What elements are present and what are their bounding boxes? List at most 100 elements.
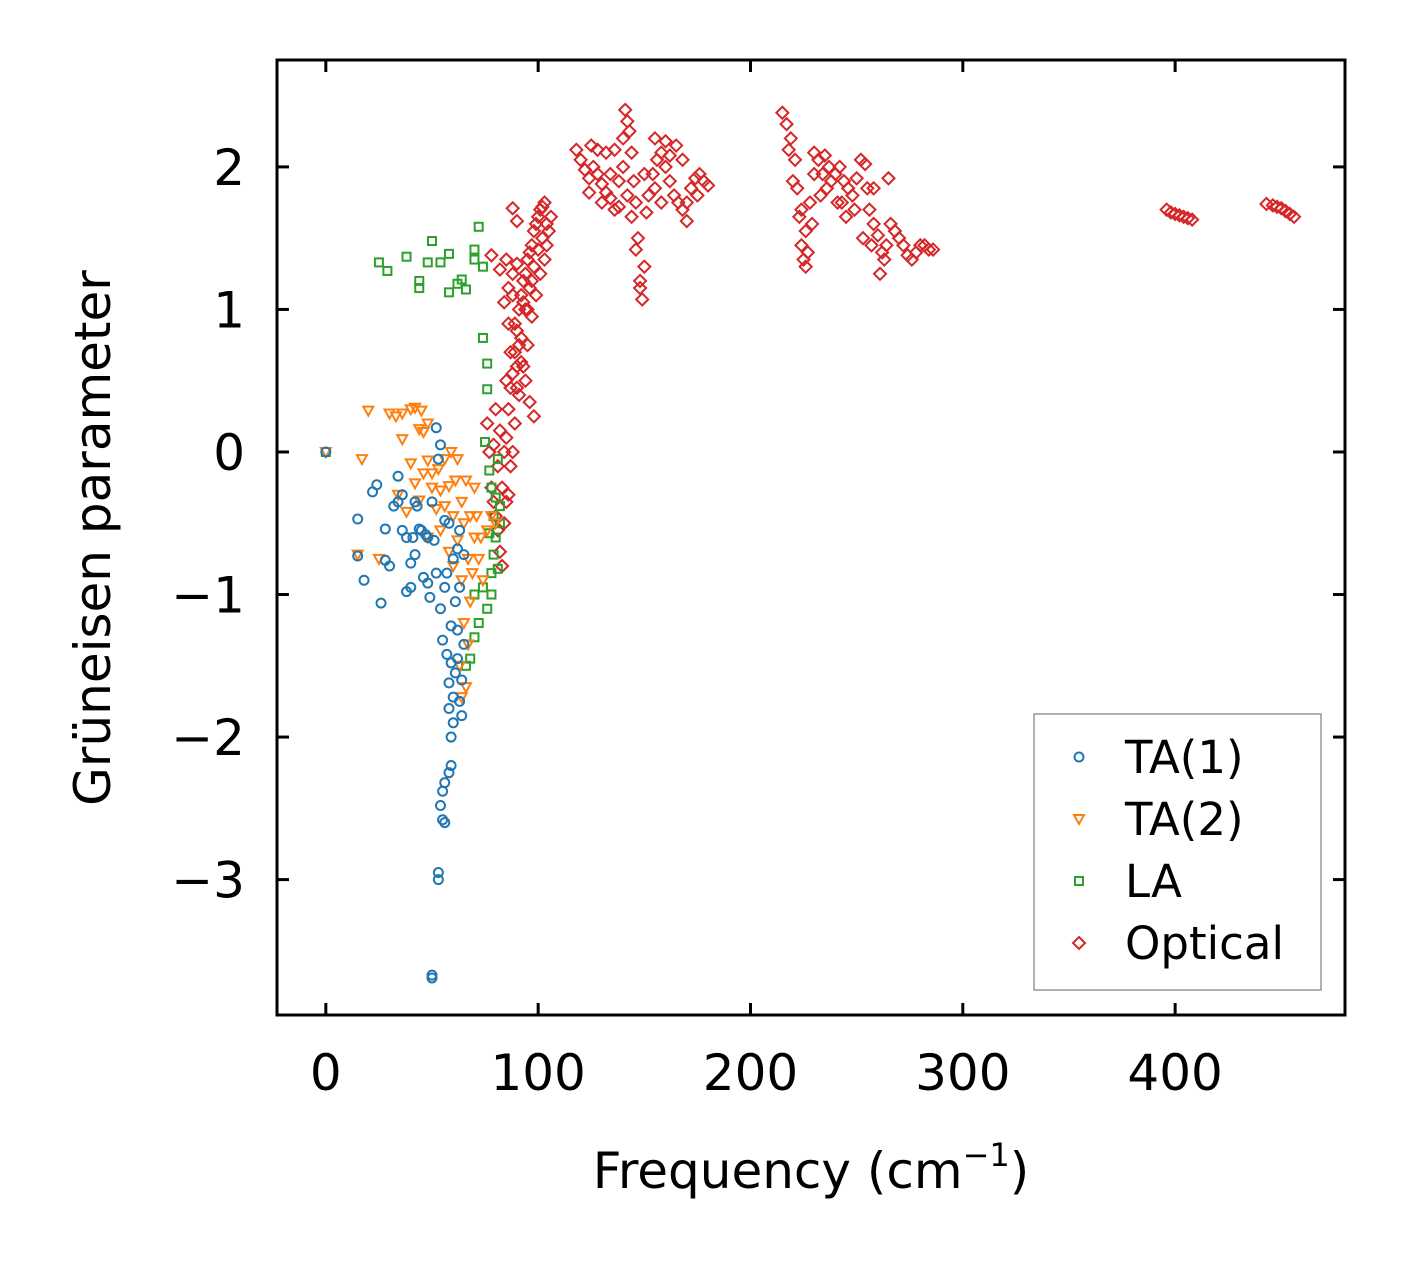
legend-label-la: LA [1125,855,1182,908]
data-point [526,259,542,275]
data-point [781,142,797,158]
plot-frame [275,58,1347,1017]
data-point [611,199,627,215]
data-point [392,470,404,482]
data-point [861,202,877,218]
series-ta1 [320,422,470,984]
data-point [458,638,470,650]
data-point [634,292,650,307]
data-point [503,344,518,360]
data-point [320,446,332,458]
data-point [421,418,435,431]
x-tick-label: 200 [703,1044,798,1102]
data-point [1163,205,1179,220]
data-point [442,481,456,494]
data-point [834,195,850,210]
data-point [451,653,463,665]
data-point [505,200,521,216]
data-point [482,358,493,369]
data-point [509,359,525,374]
data-point [456,274,467,285]
data-point [821,159,837,175]
data-point [798,223,814,239]
data-point [1171,207,1187,223]
data-point [401,532,413,543]
data-point [855,230,871,246]
data-point [416,427,431,440]
data-point [358,574,370,586]
data-point [484,511,499,524]
data-point [430,567,442,579]
data-point [439,817,451,829]
data-point [484,247,499,263]
data-point [426,496,438,508]
data-point [653,145,669,161]
data-point [925,242,941,257]
data-point [505,266,521,282]
data-point [624,145,639,161]
data-point [872,266,888,282]
data-point [469,244,480,255]
data-point [641,187,656,203]
data-point [590,142,606,158]
data-point [422,257,433,268]
data-point [379,523,391,535]
data-point [445,731,457,743]
data-point [594,195,610,210]
data-point [457,618,471,631]
data-point [800,245,816,260]
data-point [443,767,455,779]
data-point [543,209,559,225]
data-point [457,518,471,531]
data-point [465,568,480,581]
data-point [443,703,455,715]
data-point [636,166,652,182]
data-point [451,624,463,636]
legend-marker [1073,751,1085,763]
data-point [467,482,482,495]
data-point [474,532,488,545]
x-axis-label: Frequency (cm−1) [593,1136,1030,1200]
data-point [501,487,516,503]
data-point [373,257,384,268]
data-point [382,265,393,276]
data-point [509,213,525,229]
data-point [518,266,533,282]
data-point [422,577,434,589]
data-point [624,209,639,225]
data-point [844,187,860,203]
data-point [687,170,703,186]
data-point [450,454,465,467]
data-point [454,581,466,593]
data-point [794,237,809,253]
data-point [463,596,477,609]
data-point [434,439,446,451]
data-point [783,130,799,146]
data-point [534,199,550,215]
data-point [454,524,466,536]
data-point [425,482,439,495]
data-point [441,648,453,660]
data-point [430,422,442,434]
data-point [414,275,425,286]
data-point [668,138,684,153]
data-point [870,227,886,243]
data-point [409,549,421,561]
data-point [439,777,451,789]
data-point [399,506,414,519]
data-point [434,603,446,615]
data-point [853,152,869,168]
data-point [442,546,456,559]
data-point [455,575,469,588]
data-point [477,332,488,343]
data-point [617,102,633,118]
legend-marker [1071,935,1087,951]
y-tick-label: 0 [213,424,245,482]
data-point [391,489,405,502]
data-point [503,458,518,474]
data-point [444,446,458,460]
data-point [1176,209,1192,225]
data-point [435,257,446,268]
legend-label-ta1: TA(1) [1124,731,1244,784]
